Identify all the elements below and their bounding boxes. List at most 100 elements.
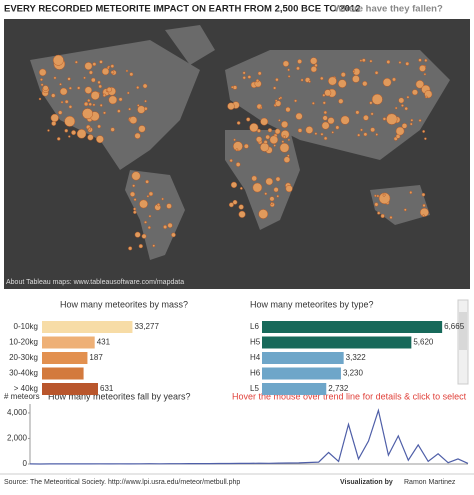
impact-dot — [229, 158, 233, 163]
impact-dot — [138, 244, 143, 249]
impact-dot — [357, 133, 361, 137]
impact-dot — [308, 80, 311, 83]
impact-dot — [236, 121, 241, 125]
impact-dot — [137, 105, 146, 114]
impact-dot — [323, 136, 328, 141]
impact-dot — [52, 54, 64, 66]
impact-dot — [419, 64, 426, 72]
impact-dot — [67, 77, 71, 81]
impact-dot — [382, 117, 387, 121]
impact-dot — [270, 202, 274, 205]
impact-dot — [87, 134, 94, 141]
impact-dot — [296, 66, 300, 71]
impact-dot — [410, 118, 414, 122]
scroll-thumb[interactable] — [459, 312, 467, 350]
impact-dot — [128, 107, 131, 111]
impact-dot — [340, 115, 350, 125]
impact-dot — [82, 108, 94, 120]
impact-dot — [300, 78, 304, 82]
impact-dot — [369, 59, 373, 63]
impact-dot — [386, 60, 391, 64]
impact-dot — [103, 111, 106, 115]
value-label: 631 — [100, 384, 114, 393]
impact-dot — [374, 194, 377, 198]
impact-dot — [378, 192, 391, 205]
impact-dot — [246, 117, 251, 122]
impact-dot — [311, 101, 315, 105]
impact-dot — [295, 112, 303, 120]
impact-dot — [260, 117, 269, 126]
impact-dot — [238, 210, 246, 218]
category-label: 10-20kg — [9, 338, 38, 347]
impact-dot — [275, 77, 279, 82]
impact-dot — [232, 199, 238, 205]
chart-title: How many meteorites by mass? — [60, 299, 188, 309]
impact-dot — [156, 203, 161, 207]
impact-dot — [287, 138, 291, 142]
impact-dot — [141, 233, 147, 239]
category-label: L5 — [250, 384, 259, 393]
impact-dot — [92, 103, 96, 107]
impact-dot — [423, 72, 427, 76]
impact-dot — [267, 128, 273, 133]
impact-dot — [285, 185, 293, 193]
impact-dot — [418, 58, 422, 62]
impact-dot — [129, 72, 134, 77]
impact-dot — [363, 114, 369, 121]
impact-dot — [370, 127, 376, 133]
impact-dot — [323, 110, 328, 115]
impact-dot — [331, 131, 334, 134]
impact-dot — [285, 106, 291, 113]
impact-dot — [228, 202, 234, 208]
impact-dot — [409, 122, 413, 126]
impact-dot — [142, 83, 148, 89]
impact-dot — [409, 190, 413, 195]
impact-dot — [152, 244, 156, 248]
impact-dot — [139, 199, 148, 209]
impact-dots — [38, 54, 433, 251]
impact-dot — [322, 93, 326, 97]
impact-dot — [131, 171, 141, 181]
category-label: 30-40kg — [9, 369, 38, 378]
impact-dot — [422, 130, 426, 133]
impact-dot — [314, 132, 318, 136]
category-label: 0-10kg — [14, 322, 38, 331]
impact-dot — [64, 99, 69, 104]
impact-dot — [98, 84, 103, 89]
impact-dot — [134, 231, 141, 238]
annotation: Hover the mouse over trend line for deta… — [232, 391, 467, 401]
impact-dot — [148, 214, 152, 218]
impact-dot — [117, 109, 121, 113]
impact-dot — [74, 60, 78, 64]
bar — [42, 336, 95, 349]
impact-dot — [328, 76, 337, 86]
impact-dot — [235, 162, 241, 167]
category-label: H4 — [250, 353, 261, 362]
impact-dot — [374, 71, 379, 75]
impact-dot — [335, 125, 340, 130]
impact-dot — [287, 75, 291, 78]
credit-name: Ramon Martinez — [404, 479, 456, 486]
impact-dot — [60, 100, 64, 104]
impact-dot — [110, 64, 115, 68]
impact-dot — [128, 246, 133, 251]
value-label: 431 — [97, 338, 111, 347]
impact-dot — [132, 184, 136, 188]
impact-dot — [422, 214, 425, 217]
impact-dot — [359, 59, 363, 62]
impact-dot — [167, 222, 173, 228]
impact-dot — [247, 75, 252, 79]
impact-dot — [269, 196, 275, 202]
impact-dot — [90, 91, 100, 100]
impact-dot — [422, 203, 426, 208]
impact-dot — [424, 95, 428, 99]
impact-dot — [380, 213, 385, 219]
impact-dot — [382, 78, 392, 87]
impact-dot — [260, 142, 270, 152]
impact-dot — [321, 121, 330, 130]
value-label: 3,230 — [343, 369, 364, 378]
impact-dot — [51, 93, 56, 98]
map-credit: About Tableau maps: www.tableausoftware.… — [6, 279, 184, 286]
impact-dot — [305, 126, 314, 134]
bar — [262, 336, 412, 349]
